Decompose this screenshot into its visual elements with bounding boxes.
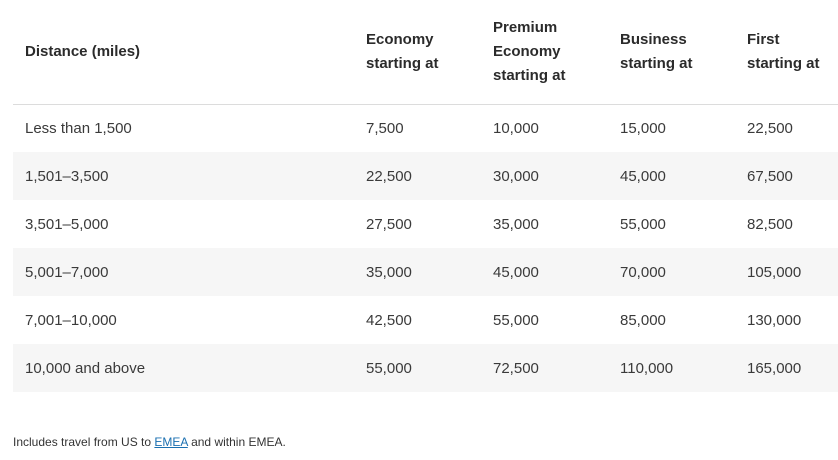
cell-first: 105,000 (747, 263, 802, 281)
header-line: First (747, 30, 780, 48)
cell-distance: 5,001–7,000 (25, 263, 109, 281)
cell-business: 85,000 (620, 311, 666, 329)
cell-business: 45,000 (620, 167, 666, 185)
footnote: Includes travel from US to EMEA and with… (13, 435, 286, 449)
table-row: 3,501–5,000 27,500 35,000 55,000 82,500 (13, 200, 838, 248)
cell-distance: 1,501–3,500 (25, 167, 109, 185)
table-row: 7,001–10,000 42,500 55,000 85,000 130,00… (13, 296, 838, 344)
cell-first: 130,000 (747, 311, 802, 329)
cell-economy: 35,000 (366, 263, 412, 281)
cell-first: 22,500 (747, 119, 793, 137)
award-chart-table: Distance (miles) Economy starting at Pre… (13, 0, 838, 392)
cell-economy: 55,000 (366, 359, 412, 377)
table-body: Less than 1,500 7,500 10,000 15,000 22,5… (13, 104, 838, 392)
cell-first: 82,500 (747, 215, 793, 233)
header-line: Distance (miles) (25, 42, 141, 60)
cell-economy: 22,500 (366, 167, 412, 185)
header-economy: Economy starting at (366, 0, 493, 105)
cell-premium-economy: 10,000 (493, 119, 539, 137)
header-line: starting at (747, 54, 820, 72)
cell-distance: Less than 1,500 (25, 119, 132, 137)
table-row: Less than 1,500 7,500 10,000 15,000 22,5… (13, 104, 838, 152)
cell-premium-economy: 72,500 (493, 359, 539, 377)
footnote-suffix: and within EMEA. (187, 435, 286, 449)
cell-business: 70,000 (620, 263, 666, 281)
header-line: Business (620, 30, 687, 48)
header-premium-economy: Premium Economy starting at (493, 0, 620, 105)
cell-first: 165,000 (747, 359, 802, 377)
cell-distance: 3,501–5,000 (25, 215, 109, 233)
cell-business: 110,000 (620, 359, 674, 377)
cell-economy: 27,500 (366, 215, 412, 233)
table-row: 1,501–3,500 22,500 30,000 45,000 67,500 (13, 152, 838, 200)
footnote-prefix: Includes travel from US to (13, 435, 155, 449)
cell-business: 55,000 (620, 215, 666, 233)
cell-first: 67,500 (747, 167, 793, 185)
header-line: starting at (366, 54, 439, 72)
cell-business: 15,000 (620, 119, 666, 137)
cell-premium-economy: 35,000 (493, 215, 539, 233)
emea-link[interactable]: EMEA (154, 435, 188, 449)
header-business: Business starting at (620, 0, 747, 105)
header-line: Premium (493, 18, 558, 36)
cell-economy: 7,500 (366, 119, 404, 137)
table-row: 10,000 and above 55,000 72,500 110,000 1… (13, 344, 838, 392)
header-line: Economy (366, 30, 434, 48)
cell-premium-economy: 55,000 (493, 311, 539, 329)
header-first: First starting at (747, 0, 838, 105)
header-line: Economy (493, 42, 561, 60)
header-line: starting at (620, 54, 693, 72)
table-header-row: Distance (miles) Economy starting at Pre… (13, 0, 838, 105)
table-header: Distance (miles) Economy starting at Pre… (13, 0, 838, 105)
cell-distance: 10,000 and above (25, 359, 146, 377)
cell-distance: 7,001–10,000 (25, 311, 117, 329)
cell-premium-economy: 30,000 (493, 167, 539, 185)
header-distance: Distance (miles) (13, 0, 366, 105)
header-line: starting at (493, 66, 566, 84)
cell-premium-economy: 45,000 (493, 263, 539, 281)
table-row: 5,001–7,000 35,000 45,000 70,000 105,000 (13, 248, 838, 296)
cell-economy: 42,500 (366, 311, 412, 329)
